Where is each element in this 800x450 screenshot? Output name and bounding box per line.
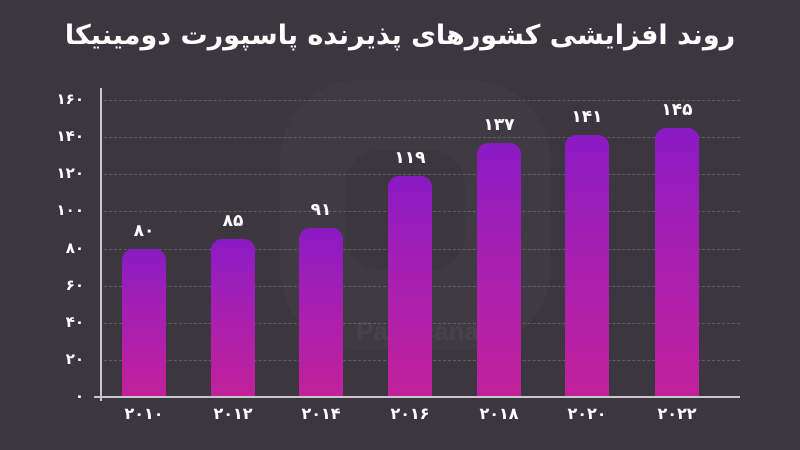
y-tick-label: ۱۴۰ [56,127,84,146]
x-tick-label: ۲۰۱۶ [390,404,430,423]
bar-value-label: ۱۴۵ [661,99,693,120]
y-tick-label: ۲۰ [65,349,84,368]
y-tick-label: ۴۰ [65,312,84,331]
x-tick-label: ۲۰۱۴ [301,404,341,423]
bar-2010 [122,248,166,397]
bar-2018 [477,142,521,397]
y-tick-label: ۱۰۰ [56,201,84,220]
bar-2022 [655,127,699,397]
y-axis-line [100,88,102,401]
y-tick-label: ۶۰ [65,275,84,294]
bar-2012 [211,239,255,397]
x-tick-label: ۲۰۱۲ [213,404,253,423]
bar-2014 [299,228,343,397]
bar-value-label: ۱۳۷ [483,114,515,135]
x-tick-label: ۲۰۱۸ [479,404,519,423]
bar-2016 [388,176,432,397]
x-axis-line [94,396,740,398]
gridline [104,100,740,101]
bar-2020 [565,135,609,397]
bar-value-label: ۹۱ [310,200,332,221]
bar-value-label: ۸۵ [222,211,244,232]
bar-value-label: ۱۴۱ [571,107,603,128]
y-tick-label: ۱۲۰ [56,164,84,183]
bar-value-label: ۸۰ [133,220,155,241]
bar-value-label: ۱۱۹ [394,148,426,169]
x-tick-label: ۲۰۲۰ [567,404,607,423]
y-tick-label: ۰ [74,387,84,405]
y-tick-label: ۱۶۰ [56,90,84,108]
gridline [104,174,740,176]
gridline [104,137,740,139]
y-tick-label: ۸۰ [65,238,84,257]
chart-title: روند افزایشی کشورهای پذیرنده پاسپورت دوم… [64,20,736,51]
x-tick-label: ۲۰۲۲ [657,404,697,423]
x-tick-label: ۲۰۱۰ [124,404,164,423]
